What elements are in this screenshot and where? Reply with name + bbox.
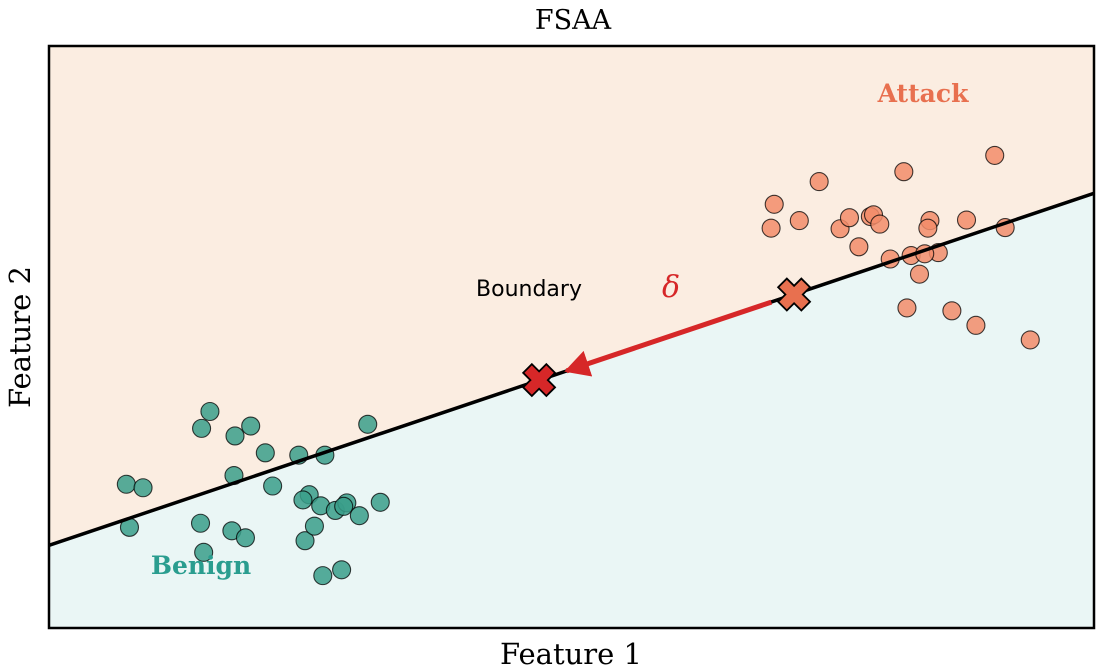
- plot-frame: [47, 44, 1096, 630]
- x-axis-label: Feature 1: [500, 637, 642, 671]
- attack-point-14: [918, 218, 938, 238]
- chart-title: FSAA: [535, 5, 612, 36]
- benign-point-24: [235, 528, 256, 548]
- benign-point-2: [133, 478, 153, 498]
- benign-point-25: [295, 531, 315, 551]
- original-sample-cross: [776, 277, 812, 312]
- benign-point-26: [332, 560, 352, 580]
- benign-point-20: [358, 414, 378, 434]
- perturbation-arrow: [564, 299, 773, 377]
- attack-point-10: [870, 214, 890, 234]
- attack-point-24: [966, 315, 986, 335]
- benign-point-19: [349, 506, 369, 526]
- benign-point-13: [293, 490, 313, 510]
- crosses: [521, 277, 812, 398]
- benign-point-3: [200, 401, 220, 422]
- delta-label: δ: [662, 270, 680, 305]
- adversarial-sample-cross: [521, 362, 557, 398]
- attack-region: [49, 46, 1094, 546]
- attack-label: Attack: [877, 79, 969, 108]
- benign-point-18: [334, 496, 354, 516]
- benign-point-10: [263, 476, 283, 496]
- attack-point-21: [909, 264, 930, 284]
- attack-point-2: [764, 194, 784, 214]
- attack-point-4: [809, 172, 829, 192]
- attack-point-23: [942, 301, 962, 321]
- attack-point-12: [894, 162, 914, 182]
- benign-point-1: [116, 474, 136, 494]
- attack-point-16: [956, 210, 977, 230]
- benign-point-28: [304, 516, 324, 536]
- benign-point-21: [370, 492, 390, 512]
- attack-point-6: [839, 208, 860, 228]
- benign-point-29: [313, 566, 333, 586]
- boundary-label: Boundary: [476, 277, 582, 302]
- attack-point-3: [789, 211, 809, 231]
- benign-point-22: [190, 513, 211, 533]
- benign-point-4: [192, 418, 212, 438]
- attack-point-7: [849, 237, 869, 257]
- benign-point-5: [225, 426, 245, 446]
- attack-point-19: [897, 298, 917, 318]
- benign-point-6: [241, 416, 261, 436]
- attack-point-1: [761, 218, 781, 238]
- benign-label: Benign: [151, 551, 251, 580]
- y-axis-label: Feature 2: [3, 266, 37, 408]
- benign-point-27: [194, 542, 214, 562]
- data-points: [116, 145, 1040, 586]
- benign-point-7: [255, 443, 275, 463]
- attack-point-25: [1020, 330, 1040, 350]
- attack-point-17: [985, 145, 1005, 165]
